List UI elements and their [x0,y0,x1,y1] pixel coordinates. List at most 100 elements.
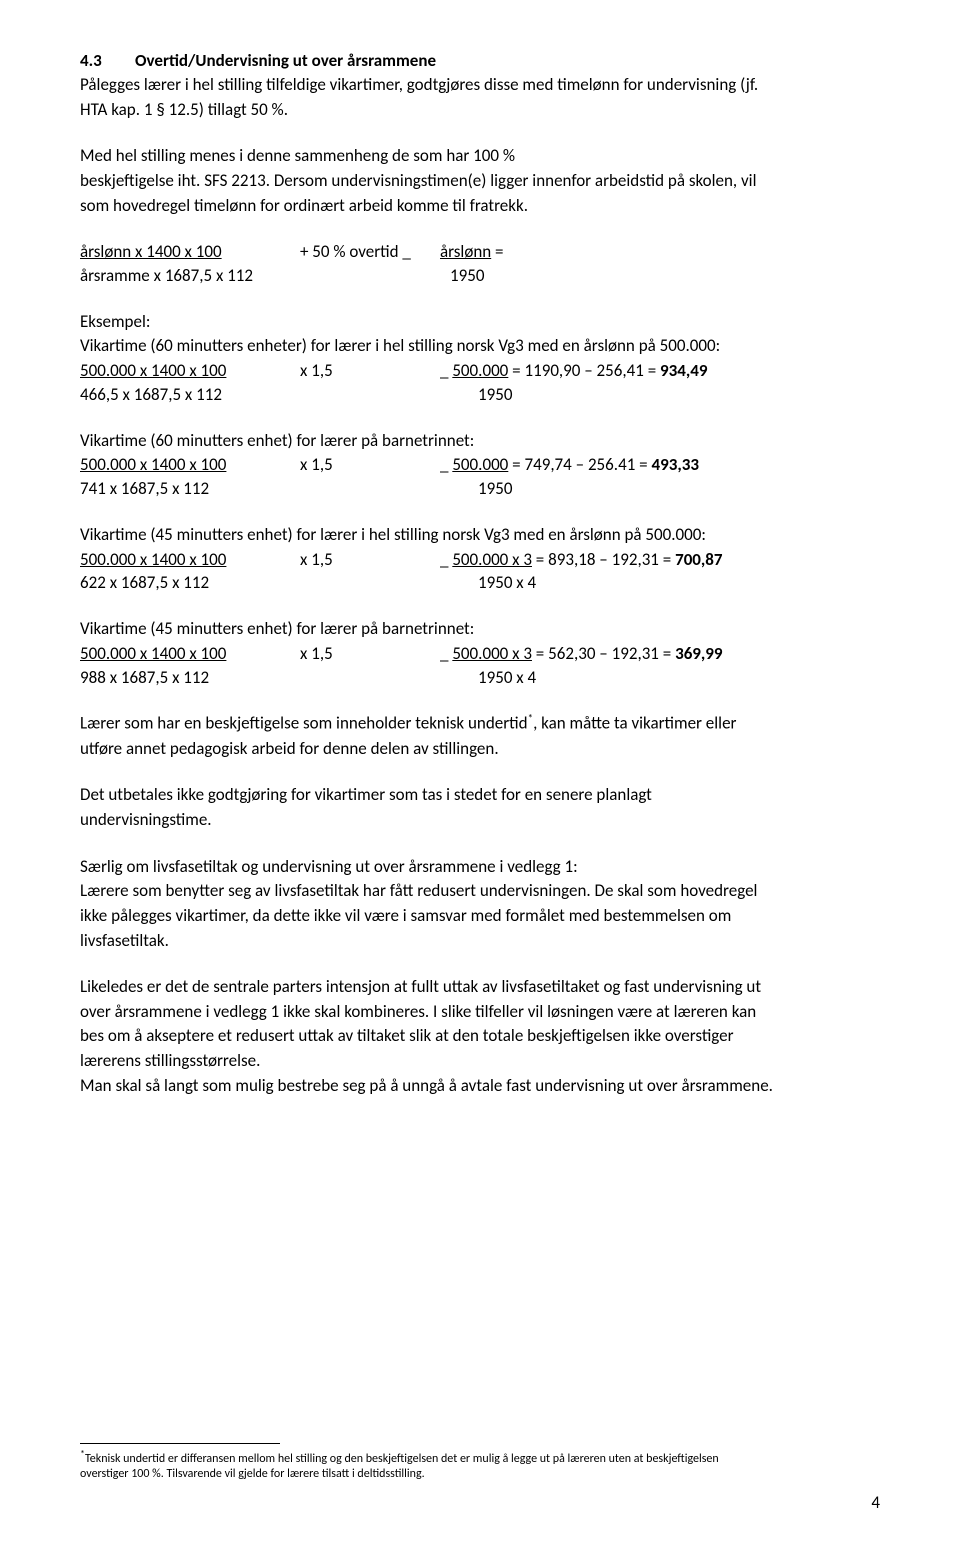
section-number: 4.3 [80,50,135,71]
p5-b: Lærere som benytter seg av livsfasetilta… [80,879,880,904]
ex2-r1b: x 1,5 [300,453,440,477]
p6-c: bes om å akseptere et redusert uttak av … [80,1024,880,1049]
eksempel-label: Eksempel: [80,310,880,335]
ex4-r2a: 988 x 1687,5 x 112 [80,666,300,690]
section-title-text: Overtid/Undervisning ut over årsrammene [135,50,436,71]
formula-block: årslønn x 1400 x 100 + 50 % overtid _ år… [80,240,880,288]
ex3-title: Vikartime (45 minutters enhet) for lærer… [80,523,880,548]
ex1-r1a: 500.000 x 1400 x 100 [80,359,300,383]
ex4-r1bold: 369,99 [675,643,722,664]
formula-r1b: + 50 % overtid _ [300,240,440,264]
ex3-row2: 622 x 1687,5 x 112 1950 x 4 [80,571,880,595]
paragraph-3: Lærer som har en beskjeftigelse som inne… [80,711,880,761]
ex1-r1rest: _ 500.000 = 1190,90 – 256,41 = 934,49 [440,359,708,383]
p4-a: Det utbetales ikke godtgjøring for vikar… [80,783,880,808]
ex2-r1sep: _ [440,454,452,475]
ex1-spacer [300,383,440,407]
example-4: Vikartime (45 minutters enhet) for lærer… [80,617,880,689]
ex2-r1res: = 749,74 – 256.41 = [508,454,651,475]
p6-d: lærerens stillingsstørrelse. [80,1049,880,1074]
ex4-title: Vikartime (45 minutters enhet) for lærer… [80,617,880,642]
ex2-row1: 500.000 x 1400 x 100 x 1,5 _ 500.000 = 7… [80,453,880,477]
formula-row2: årsramme x 1687,5 x 112 1950 [80,264,880,288]
ex3-row1: 500.000 x 1400 x 100 x 1,5 _ 500.000 x 3… [80,548,880,572]
formula-r1a: årslønn x 1400 x 100 [80,240,300,264]
ex4-r1a: 500.000 x 1400 x 100 [80,642,300,666]
ex2-r1bold: 493,33 [651,454,698,475]
p2-line3: som hovedregel timelønn for ordinært arb… [80,194,880,219]
p2-line2: beskjeftigelse iht. SFS 2213. Dersom und… [80,169,880,194]
p2-line1: Med hel stilling menes i denne sammenhen… [80,144,880,169]
ex1-r1b: x 1,5 [300,359,440,383]
paragraph-4: Det utbetales ikke godtgjøring for vikar… [80,783,880,832]
formula-r1c: årslønn [440,241,491,262]
p6-e: Man skal så langt som mulig bestrebe seg… [80,1074,880,1099]
ex3-r2a: 622 x 1687,5 x 112 [80,571,300,595]
ex2-row2: 741 x 1687,5 x 112 1950 [80,477,880,501]
p4-b: undervisningstime. [80,808,880,833]
ex4-r1sep: _ [440,643,452,664]
ex3-r1bold: 700,87 [675,549,722,570]
document-page: 4.3Overtid/Undervisning ut over årsramme… [0,0,960,1543]
ex2-r2a: 741 x 1687,5 x 112 [80,477,300,501]
footnote-text: *Teknisk undertid er differansen mellom … [80,1447,880,1483]
ex3-r1res: = 893,18 – 192,31 = [532,549,675,570]
ex2-r1c: 500.000 [452,454,508,475]
ex1-r2a: 466,5 x 1687,5 x 112 [80,383,300,407]
example-2: Vikartime (60 minutters enhet) for lærer… [80,429,880,501]
ex4-r1rest: _ 500.000 x 3 = 562,30 – 192,31 = 369,99 [440,642,723,666]
ex4-spacer [300,666,440,690]
ex2-title: Vikartime (60 minutters enhet) for lærer… [80,429,880,454]
footnote-area: *Teknisk undertid er differansen mellom … [80,1443,880,1483]
ex1-row1: 500.000 x 1400 x 100 x 1,5 _ 500.000 = 1… [80,359,880,383]
formula-row1: årslønn x 1400 x 100 + 50 % overtid _ år… [80,240,880,264]
page-number: 4 [871,1492,880,1513]
ex3-r2c: 1950 x 4 [440,571,536,595]
p5-a: Særlig om livsfasetiltak og undervisning… [80,855,880,880]
ex2-spacer [300,477,440,501]
paragraph-5: Særlig om livsfasetiltak og undervisning… [80,855,880,954]
footnote-b: overstiger 100 %. Tilsvarende vil gjelde… [80,1467,425,1481]
ex3-r1c: 500.000 x 3 [452,549,532,570]
ex4-r1res: = 562,30 – 192,31 = [532,643,675,664]
ex4-r1c: 500.000 x 3 [452,643,532,664]
example-3: Vikartime (45 minutters enhet) for lærer… [80,523,880,595]
ex4-row2: 988 x 1687,5 x 112 1950 x 4 [80,666,880,690]
ex2-r1rest: _ 500.000 = 749,74 – 256.41 = 493,33 [440,453,699,477]
p3-line1: Lærer som har en beskjeftigelse som inne… [80,711,880,736]
ex1-r1res: = 1190,90 – 256,41 = [508,360,660,381]
section-title: 4.3Overtid/Undervisning ut over årsramme… [80,50,880,71]
formula-r1d: = [491,241,503,262]
intro-line1: Pålegges lærer i hel stilling tilfeldige… [80,73,880,98]
p3-a: Lærer som har en beskjeftigelse som inne… [80,713,528,734]
formula-r2a: årsramme x 1687,5 x 112 [80,264,300,288]
p6-b: over årsrammene i vedlegg 1 ikke skal ko… [80,1000,880,1025]
formula-spacer [300,264,440,288]
footnote-a: Teknisk undertid er differansen mellom h… [85,1452,719,1466]
ex1-r1c: 500.000 [452,360,508,381]
ex1-r1sep: _ [440,360,452,381]
p3-c: utføre annet pedagogisk arbeid for denne… [80,737,880,762]
intro-line2: HTA kap. 1 § 12.5) tillagt 50 %. [80,98,880,123]
p5-d: livsfasetiltak. [80,929,880,954]
ex2-r1a: 500.000 x 1400 x 100 [80,453,300,477]
ex3-r1rest: _ 500.000 x 3 = 893,18 – 192,31 = 700,87 [440,548,723,572]
ex3-r1b: x 1,5 [300,548,440,572]
ex1-r2c: 1950 [440,383,512,407]
ex4-row1: 500.000 x 1400 x 100 x 1,5 _ 500.000 x 3… [80,642,880,666]
ex2-r2c: 1950 [440,477,512,501]
example-1: Eksempel: Vikartime (60 minutters enhete… [80,310,880,407]
p5-c: ikke pålegges vikartimer, da dette ikke … [80,904,880,929]
ex1-row2: 466,5 x 1687,5 x 112 1950 [80,383,880,407]
paragraph-6: Likeledes er det de sentrale parters int… [80,975,880,1098]
ex4-r2c: 1950 x 4 [440,666,536,690]
ex3-r1sep: _ [440,549,452,570]
ex1-title: Vikartime (60 minutters enheter) for lær… [80,334,880,359]
p3-b: , kan måtte ta vikartimer eller [533,713,736,734]
ex3-r1a: 500.000 x 1400 x 100 [80,548,300,572]
p6-a: Likeledes er det de sentrale parters int… [80,975,880,1000]
formula-r2c: 1950 [440,264,484,288]
formula-r1c-wrap: årslønn = [440,240,504,264]
section-header-block: 4.3Overtid/Undervisning ut over årsramme… [80,50,880,122]
ex4-r1b: x 1,5 [300,642,440,666]
